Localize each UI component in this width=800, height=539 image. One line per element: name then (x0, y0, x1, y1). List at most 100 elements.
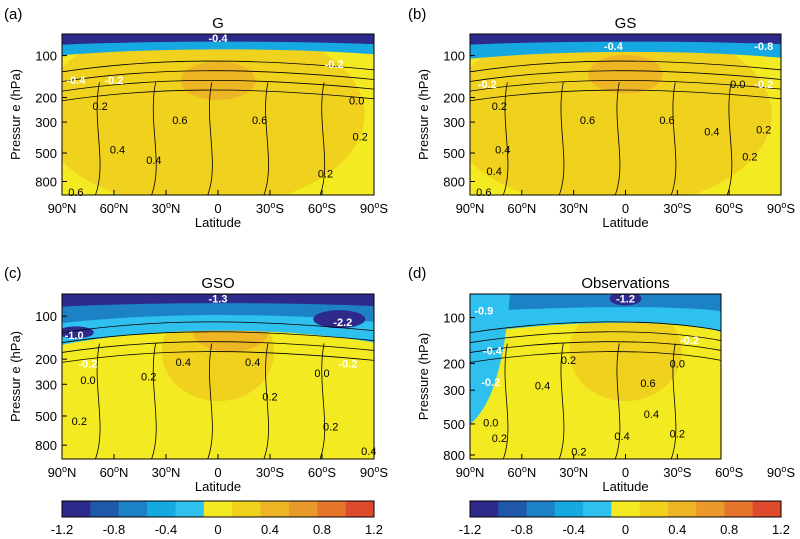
contour-line (62, 89, 374, 102)
contour-label: -0.4 (483, 346, 503, 358)
contour-label: 0.2 (262, 391, 277, 403)
contour-label: 0.2 (756, 125, 771, 137)
x-tick-label: 60oN (100, 464, 129, 480)
colorbar-swatch (667, 501, 697, 517)
contour-line (470, 321, 721, 334)
y-tick-label: 500 (443, 146, 465, 161)
contour-line (726, 82, 733, 195)
contour-label: 0.0 (349, 96, 364, 108)
contour-line (470, 89, 781, 102)
colorbar-swatch (724, 501, 754, 517)
colorbar-tick-label: 0.4 (261, 522, 279, 537)
x-tick-label: 30oN (559, 464, 588, 480)
colorbar-swatch (147, 501, 176, 517)
y-tick-label: 800 (443, 448, 465, 463)
colorbar-swatch (62, 501, 91, 517)
contour-line (470, 331, 721, 343)
colorbar-frame (469, 500, 782, 518)
colorbar-swatch (526, 501, 556, 517)
x-tick-label: 30oN (559, 200, 588, 216)
contour-label: -0.2 (754, 79, 773, 91)
x-tick-label: 30oS (663, 464, 691, 480)
colorbar-tick-label: 0.8 (313, 522, 331, 537)
contour-label: -2.2 (333, 317, 352, 329)
contour-label: -0.2 (105, 75, 124, 87)
contour-label: -0.2 (79, 359, 98, 371)
y-tick-label: 100 (35, 49, 57, 64)
contour-line (727, 344, 732, 460)
colorbar-swatch (317, 501, 347, 517)
contour-line (614, 82, 621, 195)
x-tick-label: 90oS (767, 200, 795, 216)
x-tick-label: 90oN (456, 200, 485, 216)
contour-label: 0.6 (640, 378, 655, 390)
colorbar-swatch (696, 501, 725, 517)
y-tick-label: 200 (443, 356, 465, 371)
x-tick-label: 60oN (507, 200, 536, 216)
contour-label: 0.4 (245, 357, 260, 369)
colorbar-swatch (611, 501, 641, 517)
contour-line (470, 60, 781, 73)
contour-label: -0.2 (325, 59, 344, 71)
y-tick-label: 300 (35, 115, 57, 130)
contour-line (470, 351, 721, 363)
contour-line (263, 82, 269, 195)
contour-label: 0.2 (492, 433, 507, 445)
contour-label: -0.4 (66, 75, 86, 87)
y-tick-label: 800 (443, 174, 465, 189)
contour-label: 0.2 (92, 101, 107, 113)
contour-line (470, 341, 721, 353)
colorbar-tick-label: 0.8 (720, 522, 738, 537)
contour-line (207, 82, 213, 195)
colorbar-swatch (498, 501, 528, 517)
colorbar-tick-label: -0.4 (562, 522, 584, 537)
colorbar-swatch (232, 501, 262, 517)
x-tick-label: 60oS (715, 200, 743, 216)
contour-line (670, 343, 677, 459)
x-axis-label: Latitude (195, 215, 241, 230)
x-tick-label: 90oS (360, 464, 388, 480)
x-tick-label: 90oN (456, 464, 485, 480)
panel-label: (d) (408, 265, 426, 282)
y-tick-label: 100 (35, 309, 57, 324)
contour-line (151, 82, 157, 195)
panel-title: GSO (201, 275, 234, 292)
contour-line (151, 343, 157, 459)
contour-label: 0.2 (571, 447, 586, 459)
panel-title: Observations (581, 275, 669, 292)
colorbar-swatch (90, 501, 120, 517)
x-tick-label: 0 (622, 465, 629, 480)
contour-line (558, 82, 565, 195)
x-axis-label: Latitude (195, 479, 241, 494)
colorbar-swatch (639, 501, 669, 517)
cold-band (470, 34, 781, 45)
contour-label: 0.2 (352, 131, 367, 143)
contour-line (62, 321, 374, 334)
contour-line (319, 343, 326, 459)
cold-band (62, 34, 374, 45)
contour-line (502, 82, 509, 195)
x-tick-label: 30oN (152, 200, 181, 216)
contour-label: 0.0 (80, 375, 95, 387)
contour-label: 0.4 (146, 155, 161, 167)
colorbar-tick-label: 1.2 (365, 522, 383, 537)
panel-title: G (212, 15, 224, 32)
panel-label: (c) (4, 265, 22, 282)
panel-label: (b) (408, 6, 426, 23)
x-tick-label: 60oS (715, 464, 743, 480)
contour-label: 0.4 (487, 166, 502, 178)
y-tick-label: 300 (35, 377, 57, 392)
contour-label: 0.6 (580, 115, 595, 127)
contour-label: 0.2 (742, 152, 757, 164)
contour-label: 0.2 (492, 101, 507, 113)
colorbar-2: -1.2 -0.8 -0.4 0 0.4 0.8 1.2 (459, 500, 790, 537)
x-tick-label: 30oS (256, 200, 284, 216)
contour-label: 0.6 (172, 115, 187, 127)
colorbar-swatch (470, 501, 499, 517)
contour-label: 0.4 (176, 357, 191, 369)
x-tick-label: 60oS (308, 200, 336, 216)
x-tick-label: 90oS (360, 200, 388, 216)
contour-label: -0.2 (339, 359, 358, 371)
y-tick-label: 500 (443, 417, 465, 432)
colorbar-swatch (260, 501, 290, 517)
